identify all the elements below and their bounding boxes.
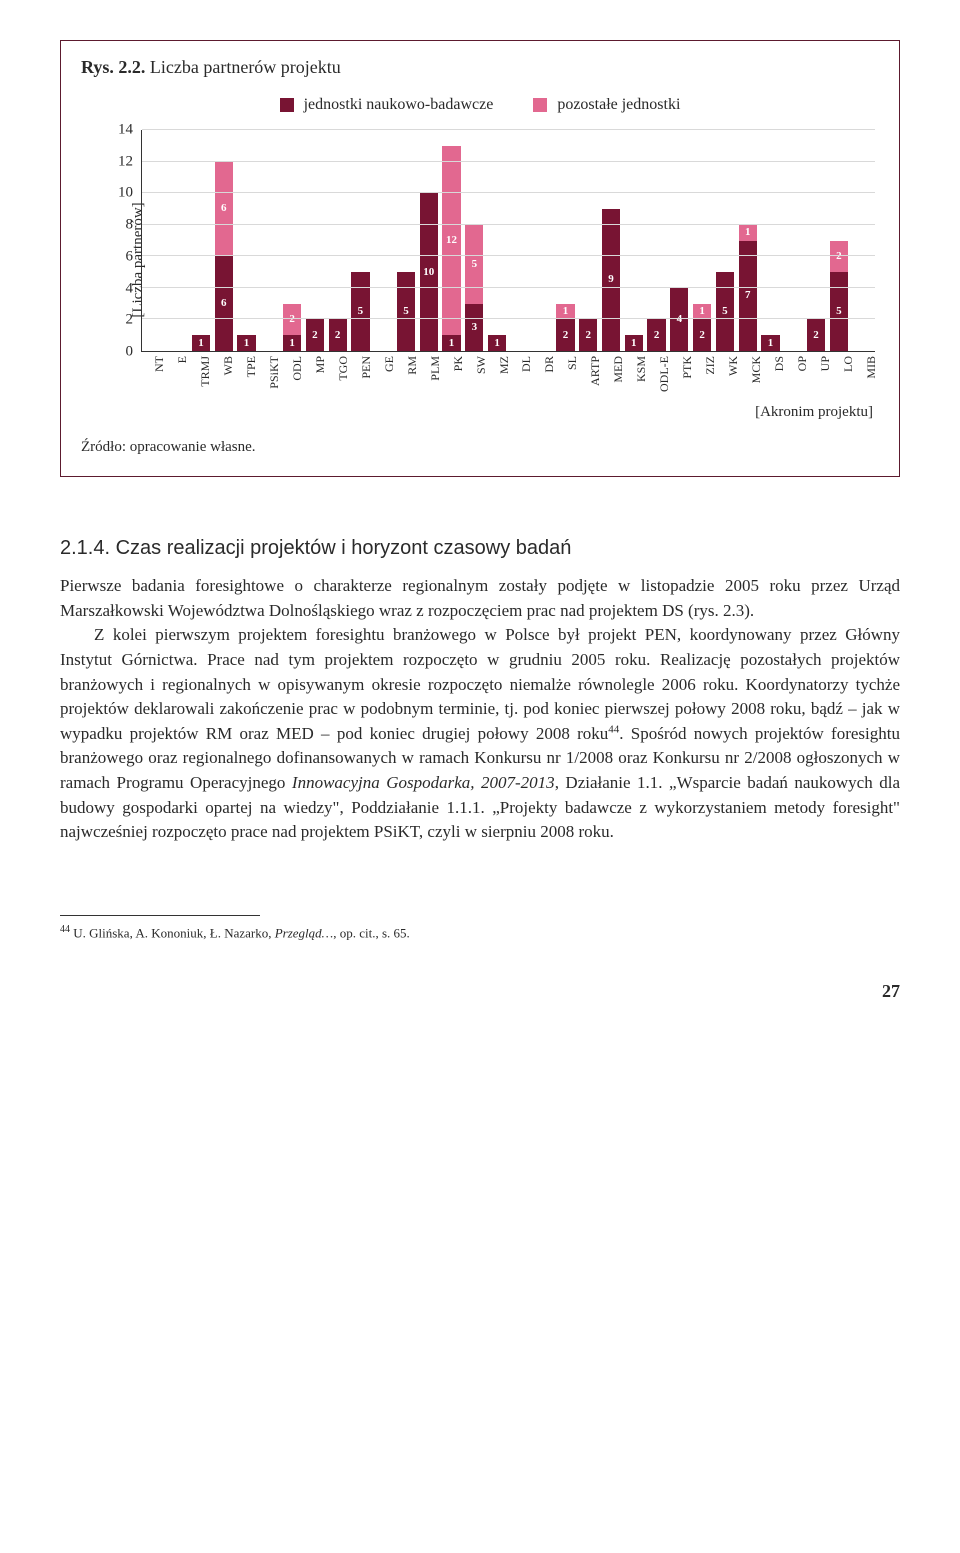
legend-label-2: pozostałe jednostki bbox=[557, 96, 680, 113]
page-number: 27 bbox=[60, 981, 900, 1002]
plot-area: 1661212255101215311229124125171225 bbox=[141, 130, 875, 352]
chart-legend: jednostki naukowo-badawcze pozostałe jed… bbox=[81, 96, 879, 114]
legend-swatch-1 bbox=[280, 98, 294, 112]
y-tick: 2 bbox=[126, 312, 134, 329]
figure-number: Rys. 2.2. bbox=[81, 57, 145, 77]
footnote-number: 44 bbox=[60, 924, 70, 935]
section-heading: 2.1.4. Czas realizacji projektów i horyz… bbox=[60, 537, 900, 560]
footnote-44: 44 U. Glińska, A. Kononiuk, Ł. Nazarko, … bbox=[60, 924, 900, 941]
paragraph-1: Pierwsze badania foresightowe o charakte… bbox=[60, 574, 900, 623]
y-tick: 12 bbox=[118, 153, 133, 170]
y-axis-ticks: 02468101214 bbox=[111, 130, 137, 352]
footnote-rule bbox=[60, 915, 260, 916]
section-title: Czas realizacji projektów i horyzont cza… bbox=[116, 537, 572, 559]
y-tick: 0 bbox=[126, 344, 134, 361]
y-tick: 14 bbox=[118, 122, 133, 139]
x-label: MIB bbox=[864, 356, 879, 379]
italic-title: Innowacyjna Gospodarka, 2007-2013 bbox=[292, 773, 555, 792]
legend-label-1: jednostki naukowo-badawcze bbox=[304, 96, 494, 113]
figure-title-text: Liczba partnerów projektu bbox=[145, 57, 340, 77]
x-axis-title: [Akronim projektu] bbox=[81, 404, 873, 421]
legend-item-1: jednostki naukowo-badawcze bbox=[280, 96, 494, 114]
body-text: Pierwsze badania foresightowe o charakte… bbox=[60, 574, 900, 845]
legend-item-2: pozostałe jednostki bbox=[533, 96, 680, 114]
y-tick: 6 bbox=[126, 248, 134, 265]
x-axis-labels: NTETRMJWBTPEPSiKTODLMPTGOPENGERMPLMPKSWM… bbox=[141, 352, 875, 390]
y-tick: 10 bbox=[118, 185, 133, 202]
figure-source: Źródło: opracowanie własne. bbox=[81, 439, 879, 456]
figure-title: Rys. 2.2. Liczba partnerów projektu bbox=[81, 57, 879, 78]
section-number: 2.1.4. bbox=[60, 537, 110, 559]
paragraph-2: Z kolei pierwszym projektem foresightu b… bbox=[60, 623, 900, 845]
figure-container: Rys. 2.2. Liczba partnerów projektu jedn… bbox=[60, 40, 900, 477]
legend-swatch-2 bbox=[533, 98, 547, 112]
chart-area: [Liczba partnerów] 02468101214 166121225… bbox=[81, 130, 879, 390]
footnote-ref-44: 44 bbox=[608, 723, 619, 735]
y-tick: 8 bbox=[126, 217, 134, 234]
y-tick: 4 bbox=[126, 280, 134, 297]
